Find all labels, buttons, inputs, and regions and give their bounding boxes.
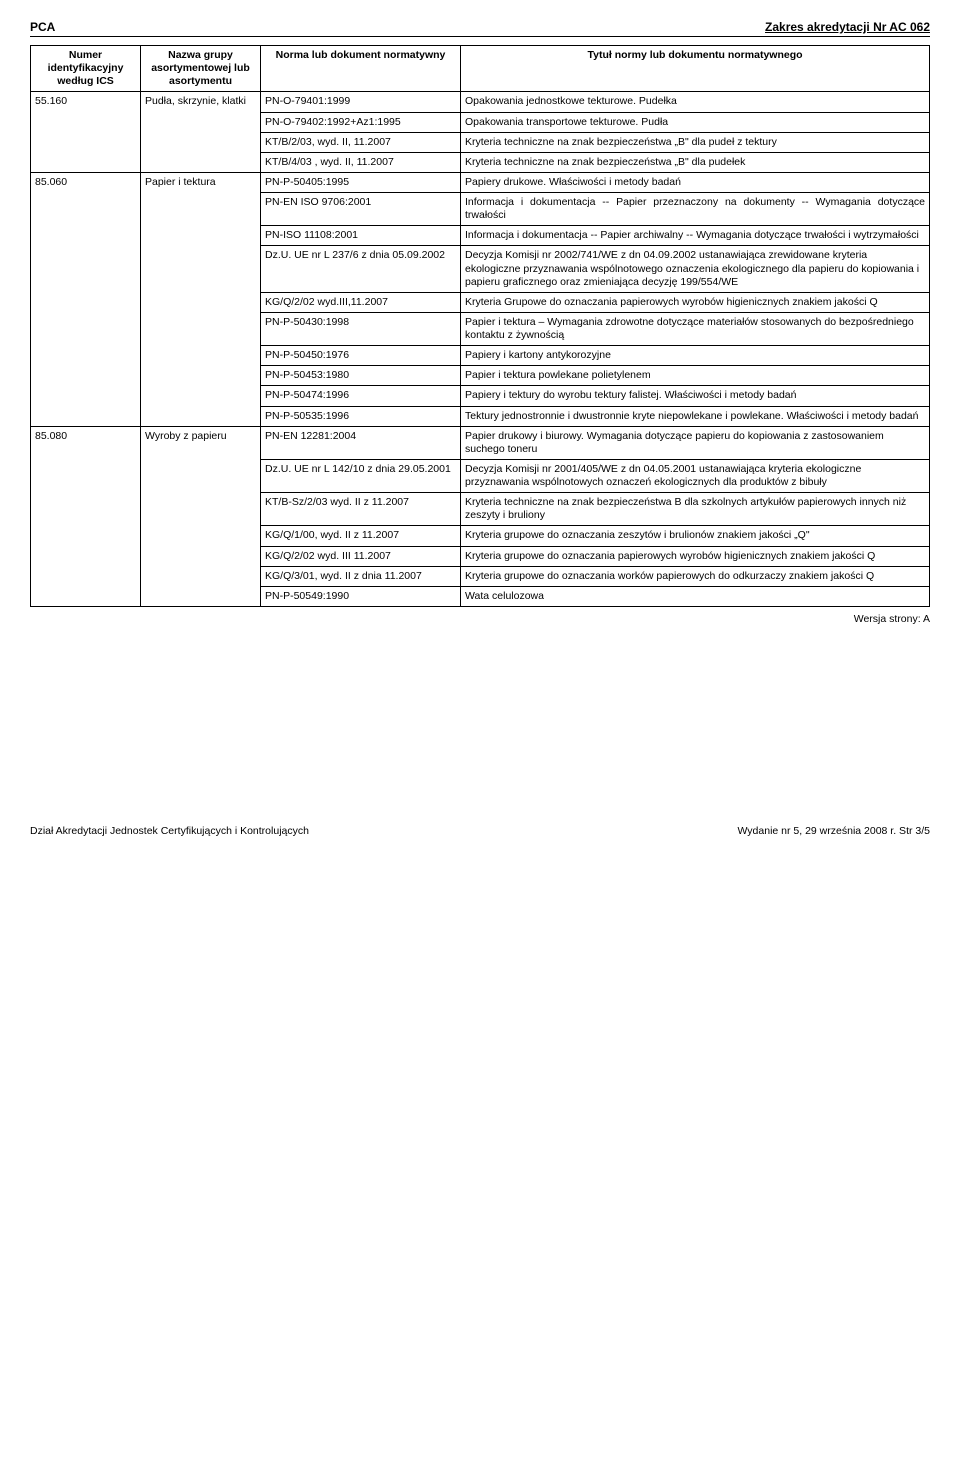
cell-title: Kryteria Grupowe do oznaczania papierowy… [461,292,930,312]
cell-title: Tektury jednostronnie i dwustronnie kryt… [461,406,930,426]
cell-title: Kryteria grupowe do oznaczania papierowy… [461,546,930,566]
cell-title: Papiery i tektury do wyrobu tektury fali… [461,386,930,406]
cell-norm: PN-P-50405:1995 [261,172,461,192]
cell-norm: PN-EN 12281:2004 [261,426,461,459]
th-title: Tytuł normy lub dokumentu normatywnego [461,46,930,92]
cell-ics: 85.080 [31,426,141,606]
cell-title: Kryteria techniczne na znak bezpieczeńst… [461,493,930,526]
table-row: 55.160 Pudła, skrzynie, klatki PN-O-7940… [31,92,930,112]
cell-norm: PN-P-50430:1998 [261,312,461,345]
cell-title: Wata celulozowa [461,586,930,606]
cell-norm: PN-P-50535:1996 [261,406,461,426]
cell-title: Papier i tektura – Wymagania zdrowotne d… [461,312,930,345]
cell-norm: PN-P-50549:1990 [261,586,461,606]
cell-norm: KT/B/4/03 , wyd. II, 11.2007 [261,152,461,172]
th-ics: Numer identyfikacyjny według ICS [31,46,141,92]
page-header: PCA Zakres akredytacji Nr AC 062 [30,20,930,37]
cell-title: Decyzja Komisji nr 2002/741/WE z dn 04.0… [461,246,930,292]
header-right: Zakres akredytacji Nr AC 062 [765,20,930,34]
cell-norm: KG/Q/2/02 wyd. III 11.2007 [261,546,461,566]
cell-norm: KG/Q/2/02 wyd.III,11.2007 [261,292,461,312]
cell-title: Kryteria techniczne na znak bezpieczeńst… [461,152,930,172]
cell-norm: KT/B-Sz/2/03 wyd. II z 11.2007 [261,493,461,526]
cell-title: Opakowania transportowe tekturowe. Pudła [461,112,930,132]
cell-title: Informacja i dokumentacja -- Papier arch… [461,226,930,246]
cell-norm: PN-ISO 11108:2001 [261,226,461,246]
cell-title: Opakowania jednostkowe tekturowe. Pudełk… [461,92,930,112]
cell-ics: 85.060 [31,172,141,426]
cell-title: Papier drukowy i biurowy. Wymagania doty… [461,426,930,459]
main-table: Numer identyfikacyjny według ICS Nazwa g… [30,45,930,607]
cell-title: Papier i tektura powlekane polietylenem [461,366,930,386]
page-footer: Dział Akredytacji Jednostek Certyfikując… [30,825,930,837]
cell-group: Papier i tektura [141,172,261,426]
cell-norm: PN-P-50453:1980 [261,366,461,386]
footer-left: Dział Akredytacji Jednostek Certyfikując… [30,825,309,837]
footer-right: Wydanie nr 5, 29 września 2008 r. Str 3/… [737,825,930,837]
cell-title: Decyzja Komisji nr 2001/405/WE z dn 04.0… [461,459,930,492]
cell-title: Papiery drukowe. Właściwości i metody ba… [461,172,930,192]
cell-norm: PN-P-50474:1996 [261,386,461,406]
cell-title: Informacja i dokumentacja -- Papier prze… [461,193,930,226]
th-group: Nazwa grupy asortymentowej lub asortymen… [141,46,261,92]
cell-group: Pudła, skrzynie, klatki [141,92,261,173]
cell-norm: KT/B/2/03, wyd. II, 11.2007 [261,132,461,152]
header-left: PCA [30,20,55,34]
cell-norm: Dz.U. UE nr L 237/6 z dnia 05.09.2002 [261,246,461,292]
cell-group: Wyroby z papieru [141,426,261,606]
cell-title: Kryteria techniczne na znak bezpieczeńst… [461,132,930,152]
table-row: 85.060 Papier i tektura PN-P-50405:1995 … [31,172,930,192]
th-norm: Norma lub dokument normatywny [261,46,461,92]
table-row: 85.080 Wyroby z papieru PN-EN 12281:2004… [31,426,930,459]
version-label: Wersja strony: A [30,613,930,625]
cell-ics: 55.160 [31,92,141,173]
cell-norm: PN-O-79401:1999 [261,92,461,112]
cell-norm: PN-P-50450:1976 [261,346,461,366]
cell-norm: KG/Q/3/01, wyd. II z dnia 11.2007 [261,566,461,586]
page: PCA Zakres akredytacji Nr AC 062 Numer i… [0,0,960,857]
cell-title: Kryteria grupowe do oznaczania worków pa… [461,566,930,586]
cell-title: Papiery i kartony antykorozyjne [461,346,930,366]
cell-norm: Dz.U. UE nr L 142/10 z dnia 29.05.2001 [261,459,461,492]
cell-norm: KG/Q/1/00, wyd. II z 11.2007 [261,526,461,546]
cell-norm: PN-O-79402:1992+Az1:1995 [261,112,461,132]
table-header-row: Numer identyfikacyjny według ICS Nazwa g… [31,46,930,92]
cell-title: Kryteria grupowe do oznaczania zeszytów … [461,526,930,546]
cell-norm: PN-EN ISO 9706:2001 [261,193,461,226]
